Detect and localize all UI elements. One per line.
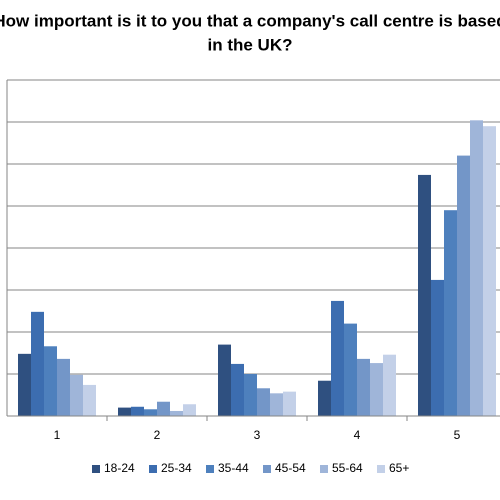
bar [483, 126, 496, 416]
bar [444, 210, 457, 416]
bar [144, 409, 157, 416]
legend-swatch [92, 465, 100, 473]
legend-label: 45-54 [275, 461, 306, 475]
bar [331, 300, 344, 416]
bar [383, 354, 396, 416]
bar [157, 401, 170, 416]
bar [283, 391, 296, 416]
bar [357, 358, 370, 416]
bar [457, 155, 470, 416]
bar [470, 120, 483, 416]
bar [18, 353, 31, 416]
legend-swatch [320, 465, 328, 473]
bar [431, 279, 444, 416]
legend-label: 35-44 [218, 461, 249, 475]
legend-label: 55-64 [332, 461, 363, 475]
x-tick-label: 1 [54, 428, 61, 442]
legend-label: 18-24 [104, 461, 135, 475]
bar [270, 393, 283, 416]
bar [231, 363, 244, 416]
bar [118, 407, 131, 416]
bar [31, 311, 44, 416]
bar [257, 388, 270, 416]
bar [218, 344, 231, 416]
legend-swatch [149, 465, 157, 473]
bar [83, 384, 96, 416]
x-tick-label: 2 [154, 428, 161, 442]
x-tick-label: 3 [254, 428, 261, 442]
bar [418, 174, 431, 416]
bar [44, 346, 57, 416]
chart-title: in the UK? [208, 35, 293, 54]
bar [170, 410, 183, 416]
bar [370, 363, 383, 416]
bar [244, 374, 257, 416]
legend-label: 65+ [389, 461, 409, 475]
bar [57, 358, 70, 416]
bar [131, 406, 144, 416]
legend-swatch [206, 465, 214, 473]
legend-label: 25-34 [161, 461, 192, 475]
bar [70, 374, 83, 416]
x-tick-label: 4 [354, 428, 361, 442]
legend-swatch [263, 465, 271, 473]
bar [318, 380, 331, 416]
chart-title: How important is it to you that a compan… [0, 11, 500, 30]
bar [183, 404, 196, 416]
legend-swatch [377, 465, 385, 473]
x-tick-label: 5 [454, 428, 461, 442]
bar [344, 323, 357, 416]
